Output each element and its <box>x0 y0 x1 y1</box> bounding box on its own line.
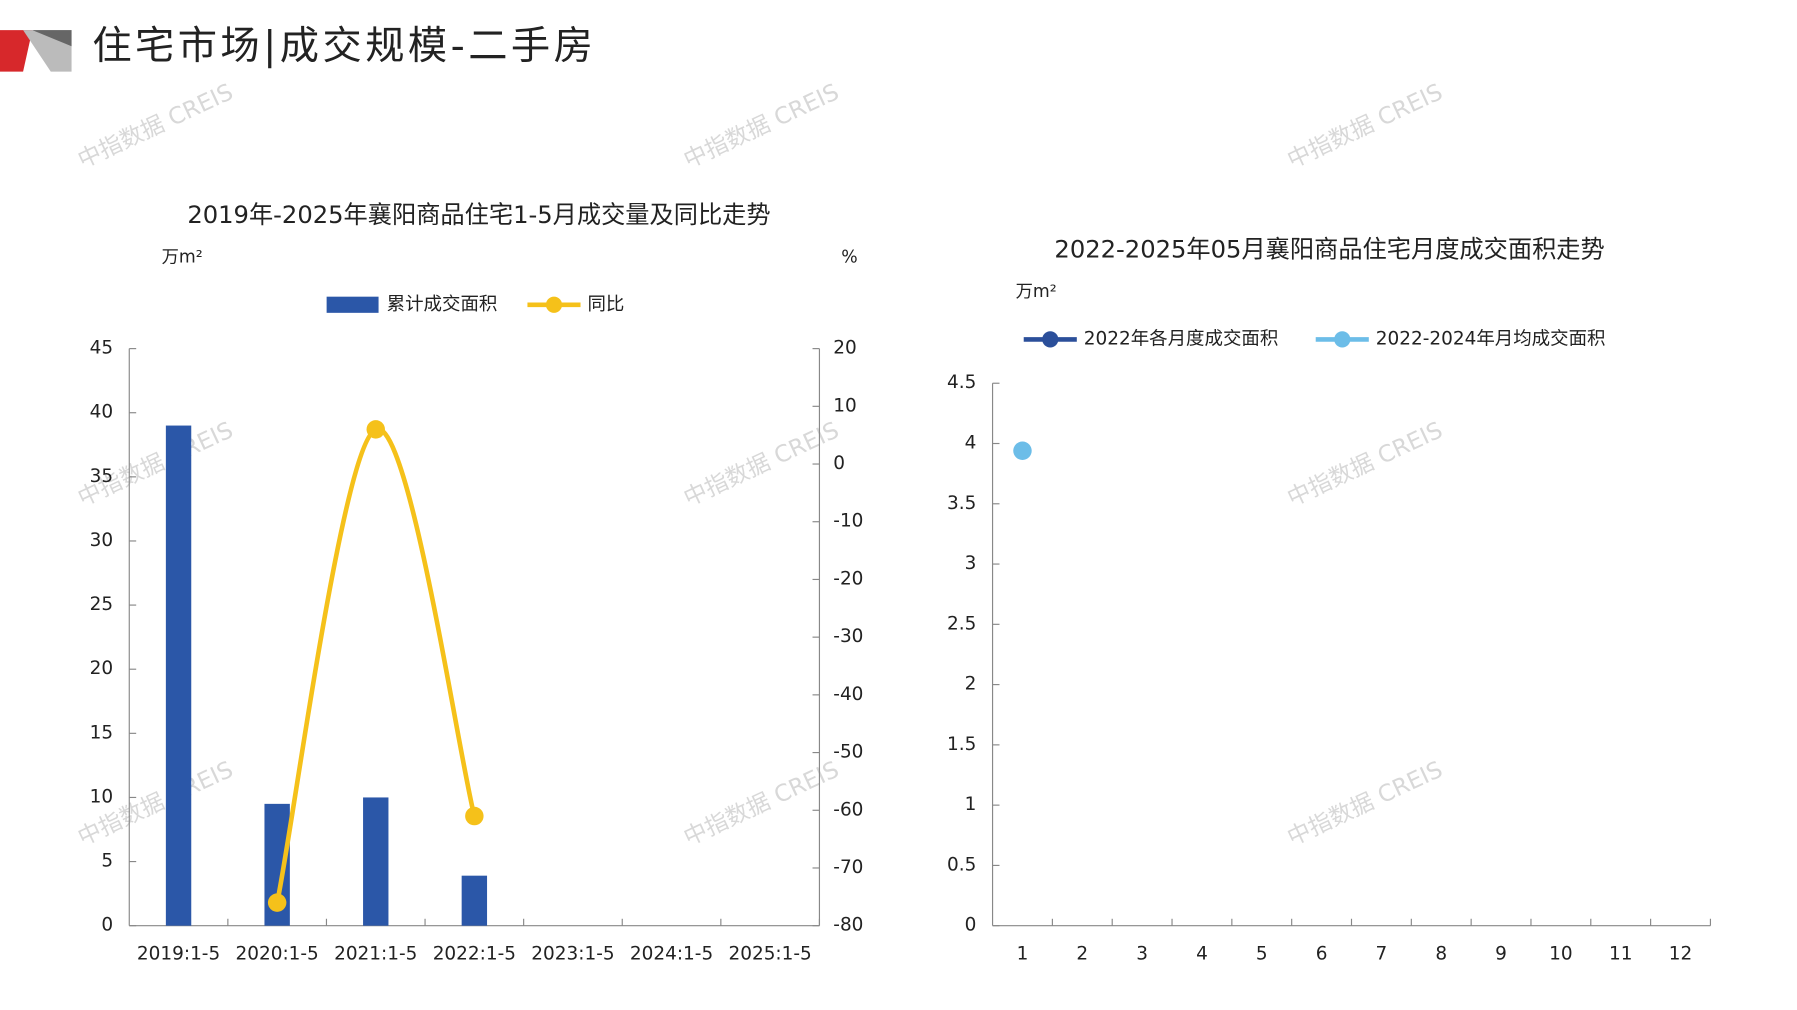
watermark: 中指数据 CREIS <box>680 79 843 173</box>
x-tick-label: 3 <box>1136 944 1148 965</box>
y-tick-label: 4 <box>965 433 977 454</box>
bar <box>363 797 389 926</box>
y-unit: 万m² <box>1016 282 1057 302</box>
y-tick-label: 0 <box>965 915 977 936</box>
y2-tick-label: -10 <box>833 511 863 532</box>
legend-marker <box>1042 331 1059 348</box>
y-tick-label: 5 <box>101 851 113 872</box>
y-tick-label: 0 <box>101 915 113 936</box>
legend-marker <box>545 296 563 313</box>
page-title: 住宅市场|成交规模-二手房 <box>92 24 596 69</box>
x-tick-label: 2023:1-5 <box>531 944 614 965</box>
y-tick-label: 10 <box>90 786 113 807</box>
legend-marker <box>1334 331 1351 348</box>
y2-tick-label: -30 <box>833 626 863 647</box>
point <box>465 806 484 826</box>
x-tick-label: 4 <box>1196 944 1208 965</box>
y-tick-label: 2.5 <box>947 613 976 634</box>
watermark: 中指数据 CREIS <box>680 757 843 851</box>
legend-label: 2022-2024年月均成交面积 <box>1376 328 1606 349</box>
y-tick-label: 15 <box>90 722 113 743</box>
chart-title: 2019年-2025年襄阳商品住宅1-5月成交量及同比走势 <box>187 201 770 229</box>
legend-label: 同比 <box>587 294 624 315</box>
x-tick-label: 11 <box>1609 944 1632 965</box>
point <box>366 420 385 439</box>
y2-tick-label: -60 <box>833 799 863 820</box>
y2-tick-label: -50 <box>833 742 863 763</box>
y-tick-label: 20 <box>90 658 113 679</box>
y2-tick-label: 0 <box>833 453 845 474</box>
y-tick-label: 35 <box>90 466 113 487</box>
y2-tick-label: -40 <box>833 684 863 705</box>
legend-label: 2022年各月度成交面积 <box>1084 328 1279 349</box>
y-unit: 万m² <box>162 247 203 267</box>
y2-tick-label: -20 <box>833 568 863 589</box>
watermark: 中指数据 CREIS <box>680 417 843 511</box>
x-tick-label: 9 <box>1495 944 1507 965</box>
bar <box>461 875 488 926</box>
chart-title: 2022-2025年05月襄阳商品住宅月度成交面积走势 <box>1054 236 1604 264</box>
x-tick-label: 2021:1-5 <box>334 944 417 965</box>
y-tick-label: 45 <box>90 338 113 359</box>
x-tick-label: 12 <box>1669 944 1692 965</box>
x-tick-label: 2019:1-5 <box>137 944 220 965</box>
watermark: 中指数据 CREIS <box>74 79 237 173</box>
watermark: 中指数据 CREIS <box>1284 79 1447 173</box>
watermark: 中指数据 CREIS <box>1284 757 1447 851</box>
x-tick-label: 2020:1-5 <box>235 944 318 965</box>
point <box>1013 441 1032 460</box>
x-tick-label: 10 <box>1549 944 1572 965</box>
x-tick-label: 2024:1-5 <box>630 944 713 965</box>
x-tick-label: 2025:1-5 <box>728 944 811 965</box>
y2-unit: % <box>841 247 857 267</box>
y-tick-label: 0.5 <box>947 854 976 875</box>
y-tick-label: 30 <box>90 530 113 551</box>
y-tick-label: 1 <box>965 794 977 815</box>
y-tick-label: 1.5 <box>947 734 976 755</box>
y-tick-label: 25 <box>90 594 113 615</box>
bar <box>165 425 192 926</box>
x-tick-label: 6 <box>1316 944 1328 965</box>
x-tick-label: 8 <box>1435 944 1447 965</box>
x-tick-label: 1 <box>1017 944 1029 965</box>
x-tick-label: 2022:1-5 <box>433 944 516 965</box>
y2-tick-label: -70 <box>833 857 863 878</box>
legend-label: 累计成交面积 <box>387 294 498 315</box>
y-tick-label: 3 <box>965 553 977 574</box>
logo-red <box>0 30 33 72</box>
x-tick-label: 5 <box>1256 944 1268 965</box>
point <box>267 893 287 912</box>
y2-tick-label: 10 <box>833 395 856 416</box>
watermark: 中指数据 CREIS <box>1284 417 1447 511</box>
y-tick-label: 3.5 <box>947 493 976 514</box>
watermark: 中指数据 CREIS <box>74 417 237 511</box>
y2-tick-label: 20 <box>833 338 856 359</box>
y-tick-label: 4.5 <box>947 372 976 393</box>
y-tick-label: 2 <box>965 674 977 695</box>
y-tick-label: 40 <box>90 402 113 423</box>
x-tick-label: 2 <box>1076 944 1088 965</box>
legend-swatch <box>326 296 379 313</box>
x-tick-label: 7 <box>1376 944 1388 965</box>
y2-tick-label: -80 <box>833 915 863 936</box>
